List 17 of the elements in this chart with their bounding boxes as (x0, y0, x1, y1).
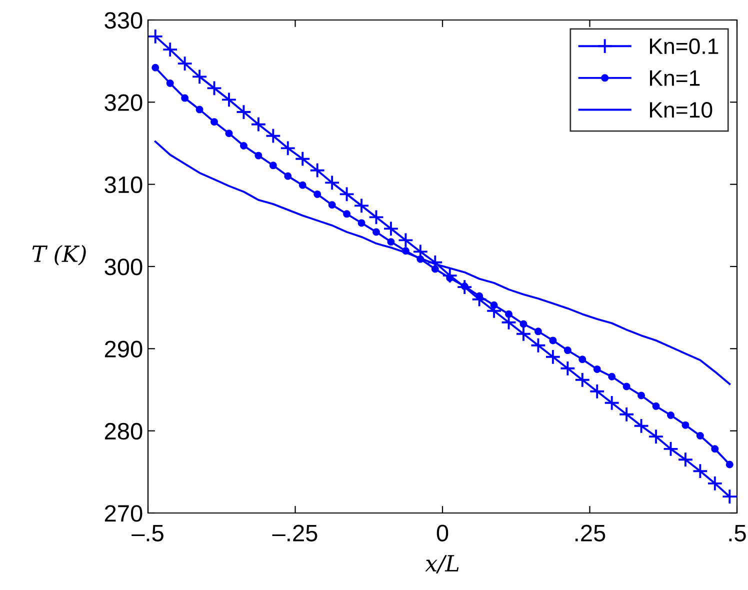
x-tick-label: .5 (729, 524, 746, 542)
y-tick-label: 280 (104, 422, 142, 440)
legend-label: Kn=0.1 (650, 38, 718, 54)
y-axis-title: T (K) (32, 244, 86, 266)
x-tick-label: –.25 (272, 524, 318, 542)
x-tick-label: .25 (575, 524, 606, 542)
x-tick-label: 0 (436, 524, 448, 542)
legend-label: Kn=1 (650, 70, 700, 86)
x-axis-title: x/L (425, 555, 459, 574)
y-tick-label: 270 (104, 505, 142, 522)
y-tick-label: 310 (104, 176, 142, 194)
y-tick-label: 330 (104, 12, 142, 29)
y-tick-label: 300 (104, 258, 142, 276)
y-tick-label: 290 (104, 340, 142, 358)
x-tick-label: –.5 (132, 524, 164, 542)
y-tick-label: 320 (104, 94, 142, 111)
legend-label: Kn=10 (650, 102, 712, 118)
